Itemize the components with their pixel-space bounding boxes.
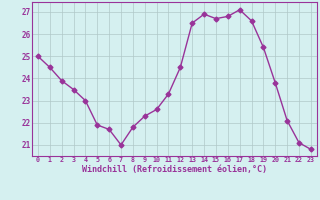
X-axis label: Windchill (Refroidissement éolien,°C): Windchill (Refroidissement éolien,°C) <box>82 165 267 174</box>
